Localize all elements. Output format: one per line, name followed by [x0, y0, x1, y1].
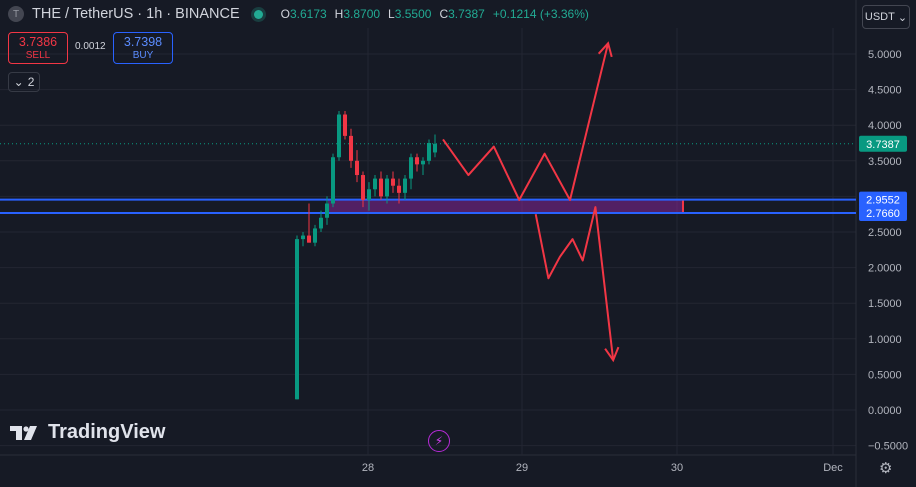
price-label: 2.9552 [866, 195, 900, 207]
candle-body [415, 157, 419, 165]
y-tick-label: 5.0000 [868, 49, 902, 61]
y-tick-label: 2.5000 [868, 227, 902, 239]
candles [295, 110, 437, 400]
projection-arrowhead [604, 346, 620, 363]
candle-body [391, 178, 395, 186]
y-tick-label: 0.0000 [868, 405, 902, 417]
candle-body [421, 160, 425, 165]
time-axis: 28 29 30 Dec [362, 462, 843, 474]
candle-body [295, 239, 299, 400]
candle-body [313, 228, 317, 243]
chart-header: T THE / TetherUS · 1h · BINANCE O3.6173 … [8, 6, 589, 22]
price-axis: 5.00004.50004.00003.50003.00002.50002.00… [868, 49, 908, 453]
projection-paths [442, 41, 620, 363]
candle-body [373, 178, 377, 190]
zone-rect[interactable] [328, 199, 683, 214]
y-tick-label: 3.5000 [868, 156, 902, 168]
symbol-title[interactable]: THE / TetherUS · 1h · BINANCE [32, 6, 240, 22]
price-label-bg [859, 191, 907, 208]
chart-grid [0, 0, 857, 487]
sell-button[interactable]: 3.7386 SELL [8, 32, 68, 64]
y-tick-label: 1.0000 [868, 334, 902, 346]
buy-button[interactable]: 3.7398 BUY [113, 32, 173, 64]
y-tick-label: 0.5000 [868, 369, 902, 381]
candle-body [331, 157, 335, 204]
x-tick-label: 29 [516, 462, 528, 474]
lightning-icon[interactable]: ⚡ [428, 430, 450, 452]
price-change: +0.1214 (+3.36%) [492, 7, 589, 21]
gear-icon[interactable]: ⚙ [879, 460, 893, 477]
candle-body [385, 178, 389, 197]
x-tick-label: 28 [362, 462, 374, 474]
candle-body [409, 157, 413, 179]
y-tick-label: 4.5000 [868, 85, 902, 97]
price-label-bg [859, 205, 907, 222]
chevron-down-icon: ⌄ [897, 11, 908, 24]
spread-value: 0.0012 [75, 41, 106, 52]
candle-body [403, 178, 407, 193]
projection-path[interactable] [442, 43, 610, 201]
y-tick-label: −0.5000 [868, 441, 908, 453]
chevron-down-icon: ⌄ [13, 75, 24, 89]
candle-body [355, 160, 359, 176]
candle-body [433, 143, 437, 153]
x-tick-label: 30 [671, 462, 683, 474]
horizontal-lines [0, 198, 856, 215]
market-status-icon[interactable] [253, 9, 263, 19]
projection-path[interactable] [534, 206, 615, 361]
candle-body [349, 135, 353, 161]
x-tick-label: Dec [823, 462, 843, 474]
ohlc-values: O3.6173 H3.8700 L3.5500 C3.7387 +0.1214 … [280, 7, 589, 21]
tradingview-logo: TradingView [10, 421, 165, 444]
candle-body [361, 175, 365, 200]
candle-body [343, 114, 347, 136]
candle-body [325, 203, 329, 218]
symbol-icon: T [8, 6, 24, 22]
price-label-bg [859, 135, 907, 152]
y-tick-label: 4.0000 [868, 120, 902, 132]
tradingview-logo-icon [10, 425, 37, 440]
candle-body [397, 185, 401, 193]
candle-body [379, 178, 383, 197]
support-zone [328, 199, 684, 214]
indicators-toggle[interactable]: ⌄ 2 [8, 72, 40, 92]
y-tick-label: 1.5000 [868, 298, 902, 310]
price-label: 2.7660 [866, 208, 900, 220]
price-label: 3.7387 [866, 139, 900, 151]
candle-body [307, 235, 311, 243]
currency-select[interactable]: USDT ⌄ [862, 5, 910, 29]
candle-body [367, 189, 371, 200]
candle-body [301, 235, 305, 240]
projection-arrowhead [597, 41, 613, 58]
candle-body [337, 114, 341, 158]
y-tick-label: 2.0000 [868, 263, 902, 275]
candle-body [427, 143, 431, 161]
candle-body [319, 217, 323, 229]
